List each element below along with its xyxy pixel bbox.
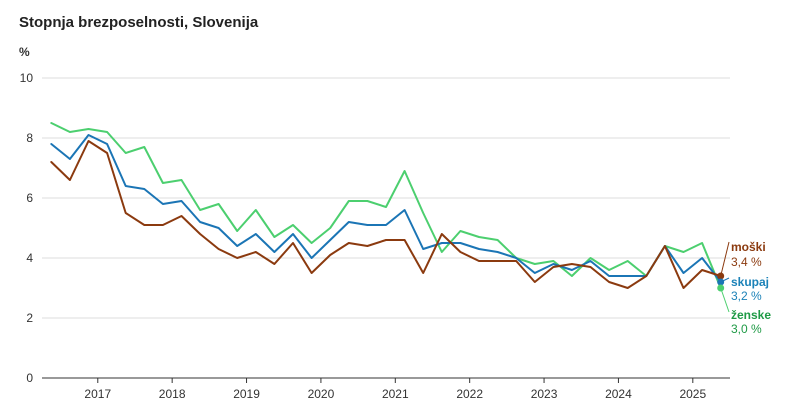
x-tick-label: 2025 <box>679 387 706 401</box>
x-tick-label: 2019 <box>233 387 260 401</box>
series-name-label: moški <box>731 240 766 254</box>
x-tick-label: 2022 <box>456 387 483 401</box>
x-tick-label: 2017 <box>84 387 111 401</box>
y-tick-label: 4 <box>26 251 33 265</box>
end-label-leader <box>720 241 730 277</box>
series-line <box>50 134 722 283</box>
x-tick-label: 2024 <box>605 387 632 401</box>
series-end-point <box>717 272 725 280</box>
y-tick-label: 6 <box>26 191 33 205</box>
y-tick-label: 0 <box>26 371 33 385</box>
series-end-point <box>717 278 725 286</box>
series-name-label: skupaj <box>731 275 769 289</box>
series-name-label: ženske <box>731 308 771 322</box>
series-lines <box>50 122 722 289</box>
series-value-label: 3,2 % <box>731 289 762 303</box>
series-value-label: 3,4 % <box>731 255 762 269</box>
x-tick-label: 2020 <box>308 387 335 401</box>
axes: 0 2 4 6 8 10% 2017 2018 2019 2020 2021 2022 2023 2024… <box>19 45 730 401</box>
chart-title: Stopnja brezposelnosti, Slovenija <box>19 14 259 31</box>
series-line <box>50 122 722 289</box>
x-tick-label: 2018 <box>159 387 186 401</box>
y-axis-unit-label: % <box>19 45 30 59</box>
y-tick-label: 2 <box>26 311 33 325</box>
y-tick-label: 8 <box>26 131 33 145</box>
gridlines <box>42 77 730 319</box>
series-value-label: 3,0 % <box>731 322 762 336</box>
x-tick-label: 2021 <box>382 387 409 401</box>
y-tick-label: 10 <box>20 71 34 85</box>
series-end-point <box>717 284 725 292</box>
series-line <box>50 140 722 289</box>
end-label-leader <box>720 287 730 313</box>
x-tick-label: 2023 <box>531 387 558 401</box>
